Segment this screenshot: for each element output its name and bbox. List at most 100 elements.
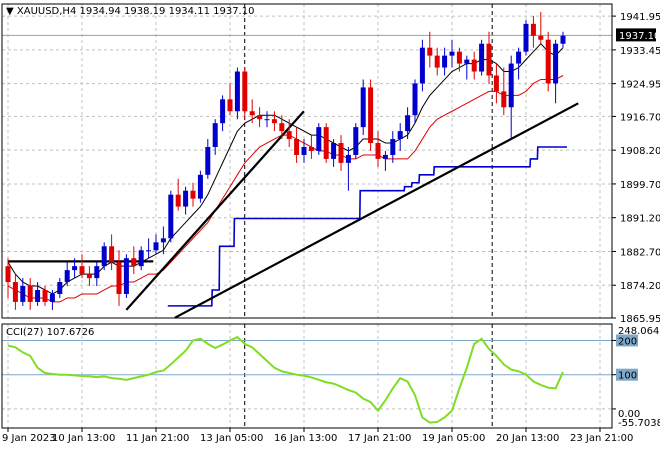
candle-up: [397, 131, 403, 140]
cci-tick-label: 0.00: [618, 409, 640, 420]
cci-scale-min: -55.7038: [618, 418, 660, 429]
candle-up: [101, 246, 107, 267]
y-tick-label: 1865.95: [620, 314, 660, 325]
candle-up: [331, 143, 337, 159]
candle-down: [493, 75, 499, 92]
candle-down: [486, 43, 492, 76]
candle-down: [375, 143, 381, 159]
y-tick-label: 1891.20: [620, 214, 660, 225]
symbol-title: ▼ XAUUSD,H4 1934.94 1938.19 1934.11 1937…: [6, 6, 254, 17]
candle-down: [86, 274, 92, 279]
x-tick-label: 19 Jan 05:00: [422, 433, 485, 444]
candle-down: [12, 282, 18, 302]
candle-up: [353, 127, 359, 155]
candle-down: [227, 99, 233, 112]
candle-down: [434, 55, 440, 68]
candle-up: [49, 293, 55, 302]
candle-down: [131, 258, 137, 267]
candle-down: [308, 146, 314, 151]
candle-up: [72, 266, 78, 271]
candle-up: [212, 123, 218, 147]
candle-down: [530, 23, 536, 36]
trendline: [125, 110, 305, 311]
candle-up: [412, 83, 418, 116]
candle-up: [508, 63, 514, 108]
candle-up: [479, 43, 485, 72]
candle-up: [301, 146, 307, 155]
candle-down: [286, 131, 292, 140]
y-tick-label: 1908.20: [620, 146, 660, 157]
price-frame: [1, 3, 613, 319]
candle-down: [427, 47, 433, 56]
candle-up: [516, 51, 522, 64]
dropdown-triangle-icon[interactable]: ▼: [6, 6, 17, 17]
x-tick-label: 11 Jan 21:00: [126, 433, 189, 444]
y-tick-label: 1916.70: [620, 112, 660, 123]
candle-up: [64, 270, 70, 283]
candle-up: [382, 154, 388, 159]
symbol-timeframe: XAUUSD,H4: [17, 6, 76, 17]
candle-down: [249, 111, 255, 116]
candle-up: [264, 119, 270, 121]
candle-up: [35, 289, 41, 302]
cci-line: [7, 335, 564, 424]
x-tick-label: 10 Jan 13:00: [52, 433, 115, 444]
candle-down: [175, 194, 181, 207]
cci-tick-label: 100: [618, 371, 637, 382]
candle-up: [553, 43, 559, 84]
stop-line: [167, 146, 567, 307]
candle-down: [501, 91, 507, 108]
fast-ma-line: [7, 42, 564, 295]
candle-down: [79, 266, 85, 275]
y-tick-label: 1899.70: [620, 180, 660, 191]
x-tick-label: 13 Jan 05:00: [200, 433, 263, 444]
candle-down: [338, 143, 344, 163]
cci-scale-max: 248.0641: [618, 326, 660, 337]
candle-up: [94, 266, 100, 279]
x-tick-label: 20 Jan 13:00: [496, 433, 559, 444]
candle-up: [138, 250, 144, 267]
candle-down: [27, 286, 33, 302]
cci-panel: [2, 335, 612, 424]
candle-down: [257, 115, 263, 120]
cci-label: CCI(27) 107.6726: [6, 327, 94, 338]
candle-down: [545, 39, 551, 84]
candle-down: [242, 71, 248, 112]
candle-up: [360, 87, 366, 128]
candle-down: [323, 127, 329, 159]
y-tick-label: 1941.95: [620, 12, 660, 23]
current-price-tag: 1937.10: [616, 28, 660, 42]
candle-up: [345, 154, 351, 163]
candle-up: [419, 47, 425, 84]
candle-down: [456, 51, 462, 64]
x-tick-label: 17 Jan 21:00: [348, 433, 411, 444]
x-tick-label: 23 Jan 21:00: [570, 433, 633, 444]
x-tick-label: 9 Jan 2023: [2, 433, 56, 444]
candle-up: [205, 146, 211, 175]
candle-down: [271, 119, 277, 124]
candle-down: [116, 262, 122, 294]
price-panel: [5, 11, 579, 319]
candle-up: [57, 282, 63, 294]
y-tick-label: 1882.70: [620, 247, 660, 258]
candle-down: [294, 139, 300, 155]
candle-down: [538, 35, 544, 40]
cci-level-tag: [616, 368, 638, 381]
candle-down: [279, 123, 285, 132]
candle-down: [471, 59, 477, 72]
y-tick-label: 1933.45: [620, 46, 660, 57]
cci-tick-label: 200: [618, 336, 637, 347]
x-tick-label: 16 Jan 13:00: [274, 433, 337, 444]
current-price: 1937.10: [619, 31, 660, 42]
candle-up: [405, 115, 411, 132]
y-tick-label: 1874.20: [620, 281, 660, 292]
candle-down: [5, 266, 11, 283]
candle-up: [183, 190, 189, 207]
candle-up: [146, 250, 152, 252]
chart-grid: [2, 4, 612, 428]
candle-down: [109, 246, 115, 263]
candle-up: [442, 55, 448, 68]
candle-up: [560, 35, 566, 44]
